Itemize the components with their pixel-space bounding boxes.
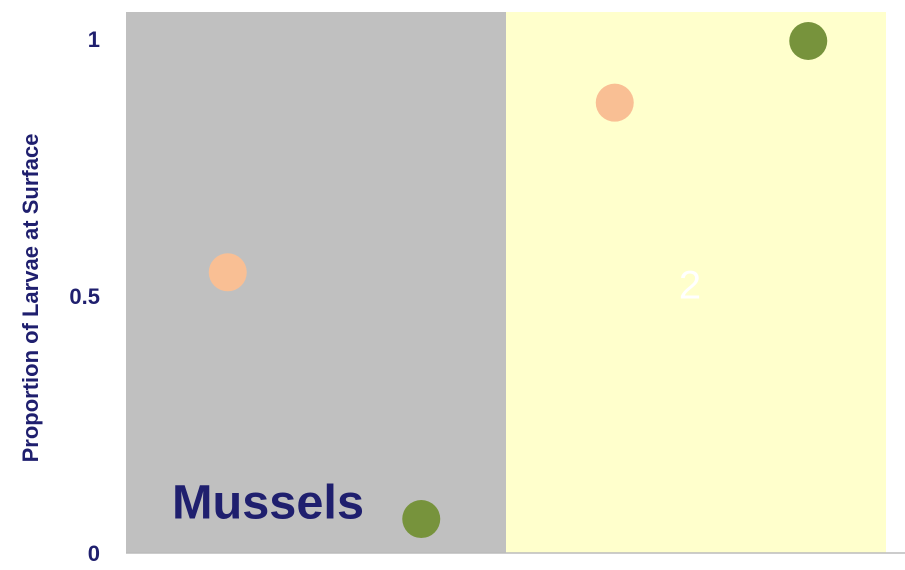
point: [402, 500, 441, 539]
point: [789, 22, 828, 60]
y-tick-label: 0: [88, 541, 100, 566]
y-tick-label: 0.5: [69, 284, 100, 309]
panel-label: 2: [679, 264, 701, 308]
panel-label: Mussels: [172, 477, 364, 530]
y-axis-label: Proportion of Larvae at Surface: [18, 134, 43, 463]
y-tick-label: 1: [88, 27, 100, 52]
point: [595, 83, 634, 122]
panel: [506, 12, 886, 553]
panel: [126, 12, 506, 553]
point: [208, 253, 247, 292]
